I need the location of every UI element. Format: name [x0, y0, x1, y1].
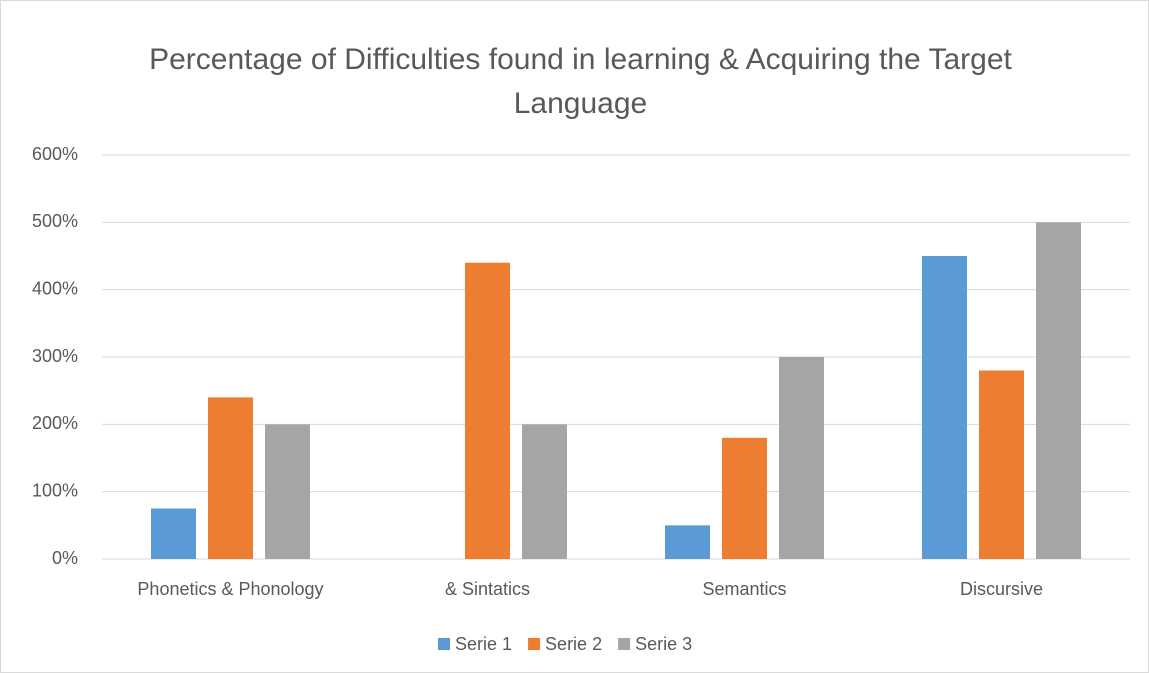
- bar: [665, 525, 710, 559]
- legend-label: Serie 3: [635, 634, 692, 654]
- legend-label: Serie 2: [545, 634, 602, 654]
- legend-swatch: [438, 638, 450, 650]
- y-tick-label: 100%: [32, 480, 78, 500]
- bar: [979, 370, 1024, 559]
- legend-swatch: [618, 638, 631, 650]
- y-tick-label: 600%: [32, 144, 78, 164]
- y-tick-label: 0%: [52, 548, 78, 568]
- bar: [522, 424, 567, 559]
- bar: [722, 437, 767, 559]
- x-tick-label: Semantics: [702, 579, 786, 599]
- legend-label: Serie 1: [455, 634, 512, 654]
- bar: [1036, 222, 1081, 560]
- bar: [922, 256, 967, 559]
- bar: [265, 424, 310, 559]
- bar: [465, 262, 510, 559]
- chart-title: Percentage of Difficulties found in lear…: [149, 43, 1012, 120]
- y-tick-label: 200%: [32, 413, 78, 433]
- x-tick-label: Discursive: [960, 579, 1043, 599]
- y-tick-label: 300%: [32, 346, 78, 366]
- bar: [151, 508, 196, 559]
- y-tick-label: 400%: [32, 278, 78, 298]
- y-tick-label: 500%: [32, 211, 78, 231]
- x-tick-label: & Sintatics: [445, 579, 530, 599]
- bar: [779, 357, 824, 559]
- bar: [208, 397, 253, 559]
- x-tick-label: Phonetics & Phonology: [137, 579, 323, 599]
- legend-swatch: [528, 638, 541, 650]
